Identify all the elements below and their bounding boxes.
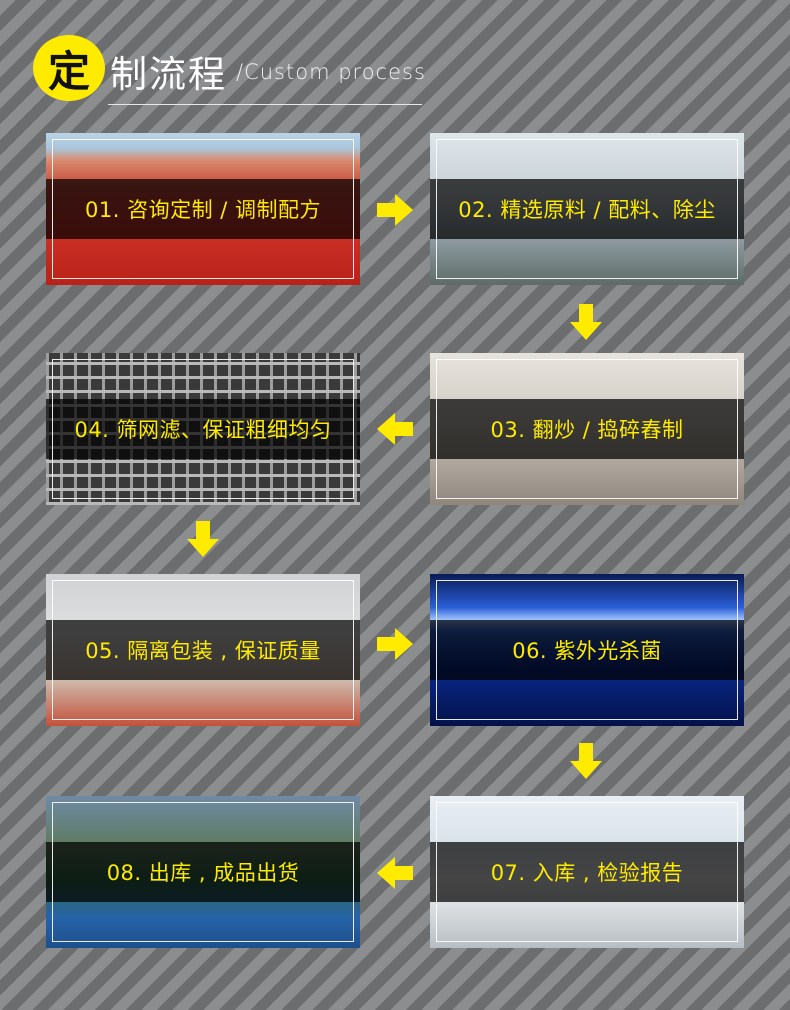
page-header: 定 制流程 /Custom process <box>0 0 790 110</box>
step-06-card: 06. 紫外光杀菌 <box>430 574 744 726</box>
step-07-label: 07. 入库 , 检验报告 <box>490 861 684 885</box>
step-label-band: 04. 筛网滤、保证粗细均匀 <box>46 399 360 459</box>
step-03-label: 03. 翻炒 / 捣碎舂制 <box>490 418 684 442</box>
title-badge-char: 定 <box>47 46 90 96</box>
title-divider <box>108 104 422 105</box>
step-label-band: 01. 咨询定制 / 调制配方 <box>46 179 360 239</box>
step-07-card: 07. 入库 , 检验报告 <box>430 796 744 948</box>
step-05-label: 05. 隔离包装 , 保证质量 <box>85 639 321 663</box>
step-06-label: 06. 紫外光杀菌 <box>512 639 662 663</box>
arrow-left-icon <box>377 857 413 889</box>
step-label-band: 02. 精选原料 / 配料、除尘 <box>430 179 744 239</box>
step-02-card: 02. 精选原料 / 配料、除尘 <box>430 133 744 285</box>
step-label-band: 06. 紫外光杀菌 <box>430 620 744 680</box>
step-04-card: 04. 筛网滤、保证粗细均匀 <box>46 353 360 505</box>
step-08-card: 08. 出库 , 成品出货 <box>46 796 360 948</box>
title-badge: 定 <box>33 35 105 101</box>
arrow-right-icon <box>377 194 413 226</box>
step-05-card: 05. 隔离包装 , 保证质量 <box>46 574 360 726</box>
step-01-label: 01. 咨询定制 / 调制配方 <box>85 198 321 222</box>
arrow-left-icon <box>377 413 413 445</box>
step-label-band: 05. 隔离包装 , 保证质量 <box>46 620 360 680</box>
arrow-right-icon <box>377 628 413 660</box>
page-subtitle: /Custom process <box>236 60 426 84</box>
step-label-band: 08. 出库 , 成品出货 <box>46 842 360 902</box>
step-01-card: 01. 咨询定制 / 调制配方 <box>46 133 360 285</box>
step-label-band: 07. 入库 , 检验报告 <box>430 842 744 902</box>
step-02-label: 02. 精选原料 / 配料、除尘 <box>458 198 716 222</box>
step-08-label: 08. 出库 , 成品出货 <box>106 861 300 885</box>
arrow-down-icon <box>187 521 219 557</box>
step-04-label: 04. 筛网滤、保证粗细均匀 <box>74 418 332 442</box>
arrow-down-icon <box>570 743 602 779</box>
step-label-band: 03. 翻炒 / 捣碎舂制 <box>430 399 744 459</box>
step-03-card: 03. 翻炒 / 捣碎舂制 <box>430 353 744 505</box>
arrow-down-icon <box>570 304 602 340</box>
page-title: 制流程 <box>110 53 227 96</box>
